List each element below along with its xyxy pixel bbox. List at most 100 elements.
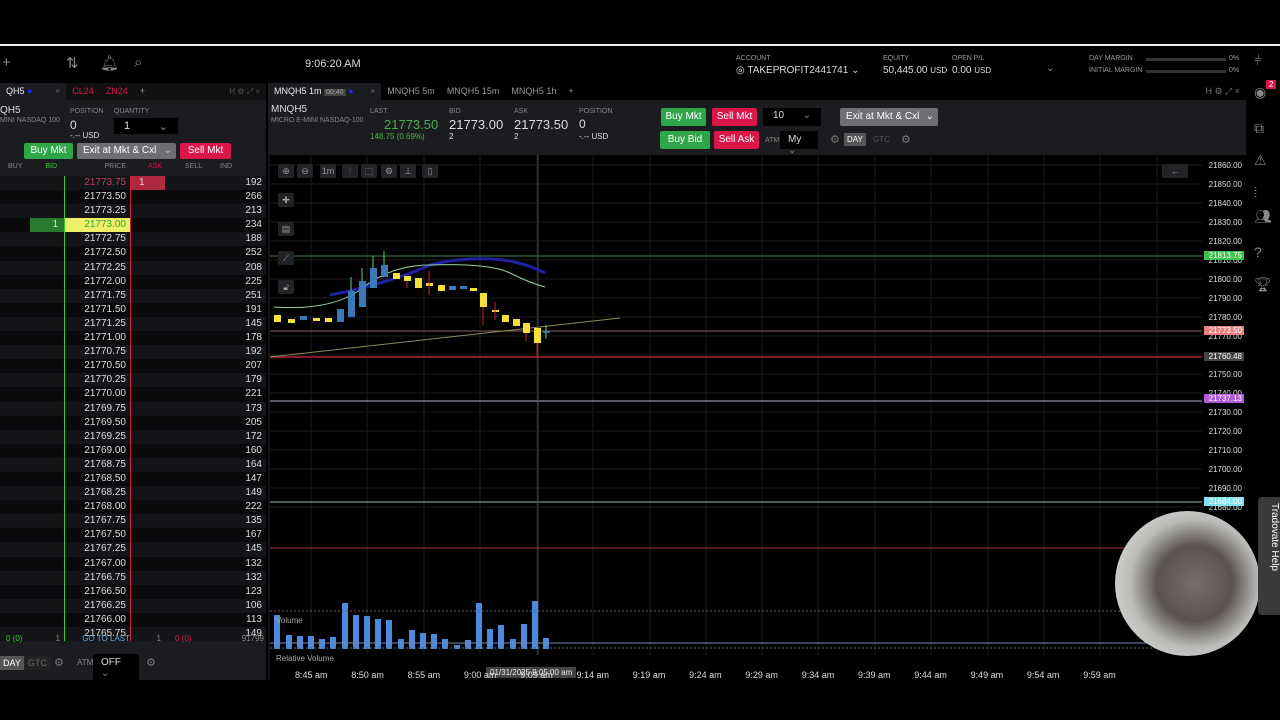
volume-cell[interactable]: 234 [245, 219, 262, 231]
bid-cell[interactable] [30, 401, 65, 416]
gtc-toggle[interactable]: GTC [873, 135, 890, 144]
buy-cell[interactable] [0, 599, 30, 613]
price-cell[interactable]: 21770.25 [84, 374, 126, 386]
ask-cell[interactable] [130, 457, 165, 472]
volume-cell[interactable]: 173 [245, 402, 262, 414]
draw-line-icon[interactable]: ⟋ [278, 251, 294, 265]
trophy-icon[interactable]: 🏆︎ [1254, 276, 1272, 292]
sell-cell[interactable] [165, 232, 227, 246]
bid-cell[interactable] [30, 316, 65, 332]
ask-cell[interactable] [130, 401, 165, 416]
ask-cell[interactable] [130, 204, 165, 219]
atm-select[interactable]: OFF ⌄ [93, 654, 139, 682]
sell-cell[interactable] [165, 359, 227, 373]
bid-cell[interactable] [30, 514, 65, 529]
ask-cell[interactable] [130, 331, 165, 346]
tab-zn24[interactable]: ZN24 [105, 86, 128, 96]
bid-cell[interactable] [30, 274, 65, 289]
close-icon[interactable]: × [54, 86, 61, 96]
dom-row[interactable]: 21772.50 252 [0, 246, 266, 261]
dom-row[interactable]: 21770.50 207 [0, 359, 266, 374]
globe-icon[interactable]: ◉ [1254, 84, 1267, 100]
price-cell[interactable]: 21769.75 [84, 402, 126, 414]
dom-row[interactable]: 21771.75 251 [0, 288, 266, 303]
transfer-icon[interactable]: ⇅ [66, 55, 79, 72]
buy-cell[interactable] [0, 402, 30, 416]
account-selector[interactable]: ◎ TAKEPROFIT2441741 ⌄ [736, 65, 860, 76]
axis-icon[interactable]: ⊥ [400, 164, 416, 178]
price-cell[interactable]: 21768.00 [84, 501, 126, 513]
ask-cell[interactable] [130, 260, 165, 275]
price-cell[interactable]: 21767.25 [84, 543, 126, 555]
dom-row[interactable]: 21773.75 1 192 [0, 176, 266, 191]
price-cell[interactable]: 21770.00 [84, 388, 126, 400]
price-cell[interactable]: 21771.00 [84, 332, 126, 344]
bid-cell[interactable] [30, 627, 65, 642]
volume-cell[interactable]: 192 [245, 177, 262, 188]
bid-cell[interactable] [30, 443, 65, 458]
gear-icon[interactable]: ⚙ [54, 657, 64, 669]
dom-row[interactable]: 21772.75 188 [0, 232, 266, 247]
search-icon[interactable]: ⌕ [134, 54, 143, 71]
chat-icon[interactable]: ⧉ [1254, 120, 1264, 136]
volume-cell[interactable]: 106 [245, 599, 262, 611]
community-icon[interactable]: 👥︎ [1254, 208, 1272, 224]
exit-button[interactable]: Exit at Mkt & Cxl ⌄ [840, 108, 938, 126]
sell-cell[interactable] [165, 204, 227, 218]
day-toggle[interactable]: DAY [844, 133, 866, 146]
dom-row[interactable]: 21768.75 164 [0, 457, 266, 472]
bid-cell[interactable] [30, 331, 65, 346]
sell-cell[interactable] [165, 373, 227, 387]
select-area-icon[interactable]: ⬚ [361, 164, 377, 178]
buy-cell[interactable] [0, 331, 30, 345]
sell-cell[interactable] [165, 246, 227, 260]
bid-cell[interactable] [30, 457, 65, 472]
bid-cell[interactable] [30, 373, 65, 388]
ask-cell[interactable] [130, 218, 165, 233]
dom-row[interactable]: 21766.00 113 [0, 612, 266, 627]
dom-row[interactable]: 21770.75 192 [0, 345, 266, 360]
panel-controls[interactable]: H ⚙ ⤢ × [1205, 86, 1240, 96]
dom-row[interactable]: 21773.25 213 [0, 204, 266, 219]
tab-1h[interactable]: MNQH5 1h [511, 86, 557, 96]
atm-select[interactable]: My ⌄ [780, 131, 818, 156]
ask-cell[interactable] [130, 598, 165, 613]
buy-cell[interactable] [0, 444, 30, 458]
bid-cell[interactable] [30, 302, 65, 317]
volume-cell[interactable]: 123 [245, 585, 262, 597]
dom-row[interactable]: 21768.50 147 [0, 471, 266, 487]
chevron-down-icon[interactable]: ⌄ [158, 121, 168, 133]
buy-mkt-button[interactable]: Buy Mkt [24, 143, 73, 159]
price-cell[interactable]: 21766.50 [84, 585, 126, 597]
price-cell[interactable]: 21768.50 [84, 472, 126, 484]
buy-cell[interactable] [0, 204, 30, 218]
volume-cell[interactable]: 132 [245, 571, 262, 583]
help-tab[interactable]: Tradovate Help [1258, 497, 1280, 615]
price-cell[interactable]: 21767.00 [84, 557, 126, 569]
plus-icon[interactable]: + [2, 54, 11, 71]
buy-mkt-button[interactable]: Buy Mkt [661, 108, 706, 126]
gear-icon[interactable]: ⚙ [830, 134, 840, 146]
tab-15m[interactable]: MNQH5 15m [446, 86, 500, 96]
volume-cell[interactable]: 145 [245, 543, 262, 555]
price-cell[interactable]: 21771.25 [84, 317, 126, 329]
warning-icon[interactable]: ⚠ [1254, 152, 1267, 168]
sell-cell[interactable] [165, 571, 227, 585]
go-to-last-button[interactable]: GO TO LAST [82, 634, 130, 643]
dom-row[interactable]: 21769.75 173 [0, 401, 266, 416]
bid-cell[interactable] [30, 542, 65, 557]
volume-cell[interactable]: 113 [246, 613, 262, 625]
buy-cell[interactable] [0, 218, 30, 232]
buy-cell[interactable] [0, 514, 30, 528]
zoom-in-icon[interactable]: ⊕ [278, 164, 294, 178]
volume-cell[interactable]: 160 [245, 444, 262, 456]
sell-cell[interactable] [165, 331, 227, 345]
price-cell[interactable]: 21773.00 [65, 218, 130, 233]
settings-sliders-icon[interactable]: ⫩ [1254, 52, 1263, 68]
list-icon[interactable]: ⦙ [1254, 184, 1258, 200]
sell-cell[interactable] [165, 528, 227, 542]
ask-cell[interactable] [130, 302, 165, 317]
buy-cell[interactable] [0, 359, 30, 373]
price-cell[interactable]: 21770.50 [84, 360, 126, 372]
ask-cell[interactable] [130, 443, 165, 458]
